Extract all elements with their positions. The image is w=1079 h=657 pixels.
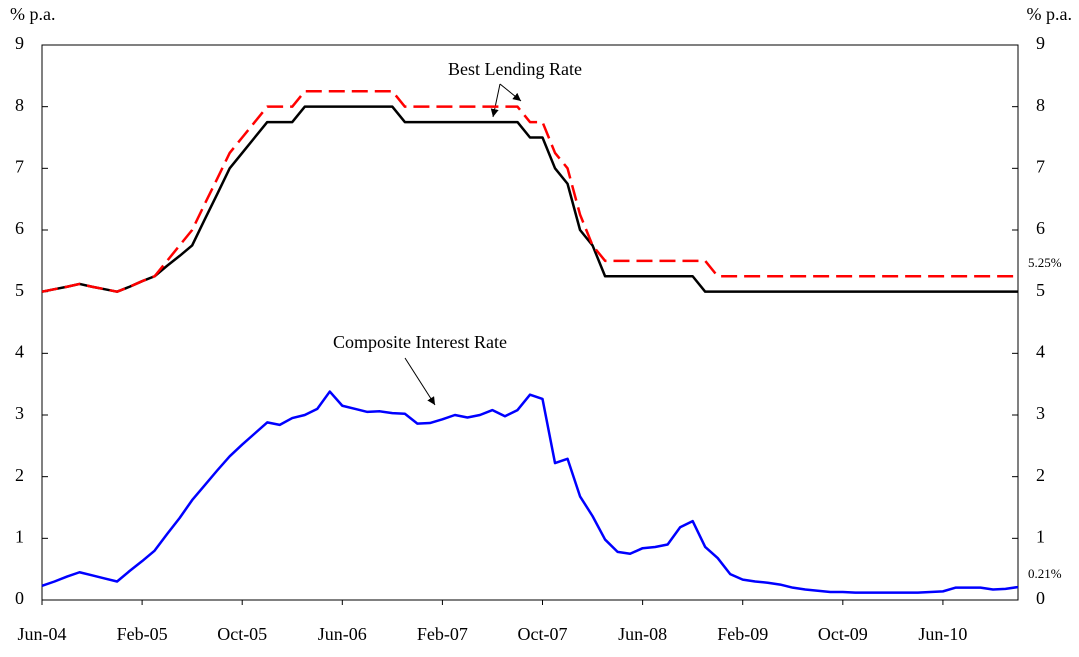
y-tick-label: 4	[15, 341, 24, 361]
y2-tick-label: 1	[1036, 526, 1045, 546]
value-label: 5.25%	[1028, 255, 1062, 270]
y-tick-label: 6	[15, 218, 24, 238]
series-line	[41, 90, 1018, 293]
x-tick-label: Feb-05	[117, 624, 168, 644]
annotation-arrow	[499, 83, 522, 102]
y2-tick-label: 3	[1036, 403, 1045, 423]
y2-tick-label: 8	[1036, 95, 1045, 115]
annotation-arrow	[404, 357, 436, 406]
y-tick-label: 9	[15, 33, 24, 53]
y2-tick-label: 4	[1036, 341, 1045, 361]
x-tick-label: Feb-09	[717, 624, 768, 644]
y-tick-label: 0	[15, 588, 24, 608]
annotation: Composite Interest Rate	[333, 332, 507, 352]
y-tick-label: 7	[15, 156, 24, 176]
x-tick-label: Jun-06	[318, 624, 367, 644]
y2-tick-label: 2	[1036, 465, 1045, 485]
x-tick-label: Jun-04	[18, 624, 67, 644]
y2-tick-label: 0	[1036, 588, 1045, 608]
y-tick-label: 5	[15, 280, 24, 300]
x-tick-label: Oct-07	[518, 624, 568, 644]
y-tick-label: 8	[15, 95, 24, 115]
annotation-arrow	[490, 83, 501, 118]
y-axis-label: % p.a.	[10, 4, 55, 24]
x-tick-label: Oct-09	[818, 624, 868, 644]
y2-tick-label: 6	[1036, 218, 1045, 238]
y-tick-label: 2	[15, 465, 24, 485]
annotation: Best Lending Rate	[448, 59, 582, 79]
x-tick-label: Oct-05	[217, 624, 267, 644]
x-tick-label: Feb-07	[417, 624, 468, 644]
y-tick-label: 1	[15, 526, 24, 546]
series-line	[41, 105, 1018, 293]
x-tick-label: Jun-08	[618, 624, 667, 644]
y-tick-label: 3	[15, 403, 24, 423]
y2-axis-label: % p.a.	[1027, 4, 1072, 24]
y2-tick-label: 7	[1036, 156, 1045, 176]
value-label: 0.21%	[1028, 566, 1062, 581]
y2-tick-label: 9	[1036, 33, 1045, 53]
x-tick-label: Jun-10	[918, 624, 967, 644]
plot-frame	[41, 44, 1019, 601]
y2-tick-label: 5	[1036, 280, 1045, 300]
series-line	[41, 390, 1019, 594]
